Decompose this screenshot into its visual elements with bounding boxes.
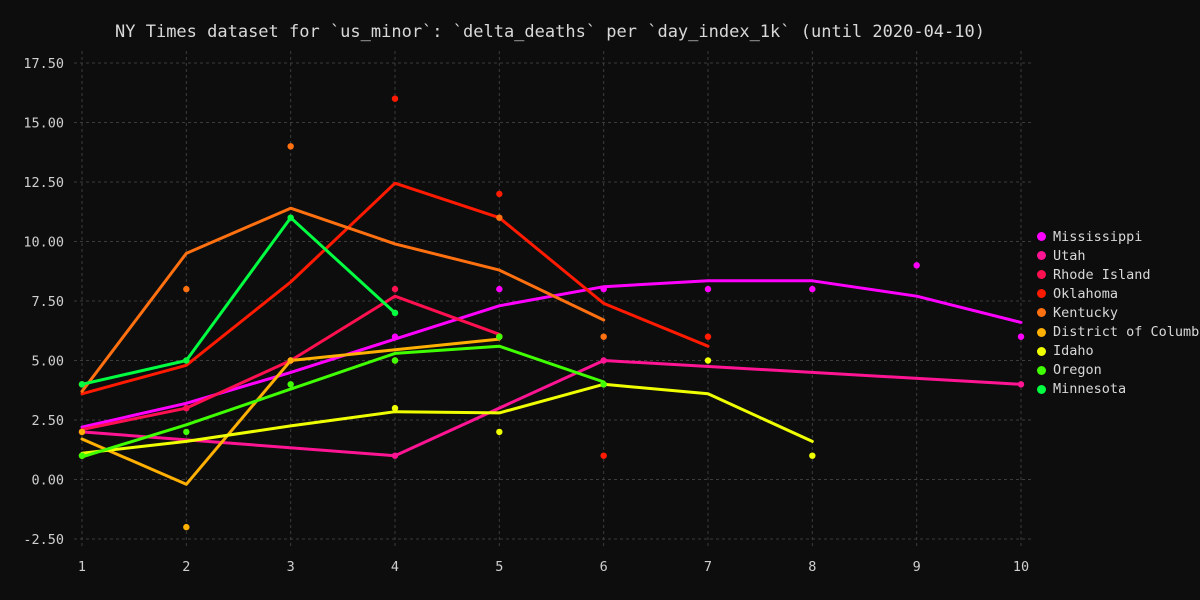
data-point-oklahoma <box>496 190 503 198</box>
series-line-kentucky <box>80 206 606 393</box>
legend-swatch <box>1037 365 1046 375</box>
y-tick-label: 7.50 <box>31 294 64 310</box>
legend-label: Oregon <box>1053 362 1102 379</box>
x-tick-label: 4 <box>391 559 399 575</box>
data-point-oregon <box>496 333 503 340</box>
data-point-oklahoma <box>704 333 712 340</box>
legend-item-utah[interactable]: Utah <box>1037 246 1200 265</box>
legend-label: Minnesota <box>1053 381 1127 398</box>
data-point-district-of-columbia <box>78 428 86 436</box>
series-lines <box>80 181 1023 486</box>
series-line-utah <box>80 359 1023 458</box>
data-point-district-of-columbia <box>287 357 294 364</box>
x-tick-label: 7 <box>704 559 712 575</box>
y-tick-label: -2.50 <box>23 532 64 548</box>
series-line-oklahoma <box>80 181 710 396</box>
legend-swatch <box>1037 232 1046 242</box>
legend-item-idaho[interactable]: Idaho <box>1037 342 1200 361</box>
legend-label: Utah <box>1053 247 1086 264</box>
legend-item-minnesota[interactable]: Minnesota <box>1037 380 1200 399</box>
legend-item-rhode-island[interactable]: Rhode Island <box>1037 265 1200 284</box>
series-line-oregon <box>80 344 606 459</box>
x-tick-label: 8 <box>808 559 816 575</box>
legend-label: Mississippi <box>1053 228 1143 245</box>
data-point-idaho <box>496 428 503 436</box>
data-point-rhode-island <box>183 404 190 412</box>
chart-title: NY Times dataset for `us_minor`: `delta_… <box>115 22 985 42</box>
data-point-oregon <box>391 357 399 364</box>
data-point-utah <box>391 452 399 459</box>
series-line-minnesota <box>80 216 397 386</box>
x-tick-label: 10 <box>1013 559 1029 575</box>
legend-item-oregon[interactable]: Oregon <box>1037 361 1200 380</box>
legend-label: Idaho <box>1053 343 1094 360</box>
data-point-kentucky <box>496 214 503 221</box>
legend-swatch <box>1037 327 1046 337</box>
data-point-minnesota <box>183 357 190 364</box>
data-point-district-of-columbia <box>183 523 190 531</box>
legend-label: Oklahoma <box>1053 285 1119 302</box>
series-line-mississippi <box>80 279 1023 429</box>
x-tick-label: 3 <box>287 559 295 575</box>
data-point-utah <box>600 357 607 364</box>
y-tick-label: 15.00 <box>23 116 64 132</box>
legend-swatch <box>1037 289 1046 299</box>
legend-swatch <box>1037 346 1046 356</box>
legend-label: Rhode Island <box>1053 266 1151 283</box>
y-tick-label: 12.50 <box>23 175 64 191</box>
data-point-mississippi <box>496 285 503 293</box>
legend-swatch <box>1037 384 1046 394</box>
data-point-minnesota <box>78 381 86 388</box>
legend-swatch <box>1037 308 1046 318</box>
legend-label: District of Columbia <box>1053 324 1200 341</box>
data-point-minnesota <box>391 309 399 317</box>
data-point-oklahoma <box>600 452 607 459</box>
data-point-oregon <box>287 381 294 388</box>
data-point-mississippi <box>704 285 712 293</box>
grid <box>74 51 1033 547</box>
legend-swatch <box>1037 270 1046 280</box>
x-tick-label: 9 <box>913 559 921 575</box>
data-point-mississippi <box>1017 333 1025 340</box>
series-line-idaho <box>80 382 814 455</box>
x-tick-label: 2 <box>182 559 190 575</box>
legend-label: Kentucky <box>1053 304 1119 321</box>
legend: Mississippi Utah Rhode Island Oklahoma Kentu… <box>1037 227 1200 399</box>
y-tick-label: 5.00 <box>31 354 64 370</box>
legend-item-kentucky[interactable]: Kentucky <box>1037 303 1200 322</box>
x-tick-label: 6 <box>600 559 608 575</box>
data-point-idaho <box>704 357 712 364</box>
axis-ticks: 1 2 3 4 5 6 7 8 9 10 -2.50 0.00 2.50 5.00 7.50 10.00 12.… <box>23 56 1029 575</box>
data-point-kentucky <box>600 333 607 340</box>
data-point-idaho <box>809 452 816 459</box>
legend-swatch <box>1037 251 1046 261</box>
y-tick-label: 10.00 <box>23 235 64 251</box>
x-tick-label: 5 <box>495 559 503 575</box>
data-point-kentucky <box>287 143 294 150</box>
data-point-rhode-island <box>391 285 399 293</box>
data-point-oregon <box>600 381 607 388</box>
legend-item-oklahoma[interactable]: Oklahoma <box>1037 284 1200 303</box>
y-tick-label: 0.00 <box>31 473 64 489</box>
series-points <box>78 95 1025 531</box>
data-point-oregon <box>183 428 190 436</box>
x-tick-label: 1 <box>78 559 86 575</box>
data-point-oregon <box>78 452 86 459</box>
data-point-utah <box>1017 381 1025 388</box>
y-tick-label: 2.50 <box>31 413 64 429</box>
data-point-mississippi <box>600 285 607 293</box>
data-point-mississippi <box>809 285 816 293</box>
data-point-oklahoma <box>391 95 399 102</box>
data-point-minnesota <box>287 214 294 221</box>
data-point-kentucky <box>183 285 190 293</box>
y-tick-label: 17.50 <box>23 56 64 72</box>
data-point-mississippi <box>391 333 399 340</box>
legend-item-district-of-columbia[interactable]: District of Columbia <box>1037 322 1200 341</box>
data-point-idaho <box>391 404 399 412</box>
legend-item-mississippi[interactable]: Mississippi <box>1037 227 1200 246</box>
data-point-mississippi <box>913 262 920 269</box>
